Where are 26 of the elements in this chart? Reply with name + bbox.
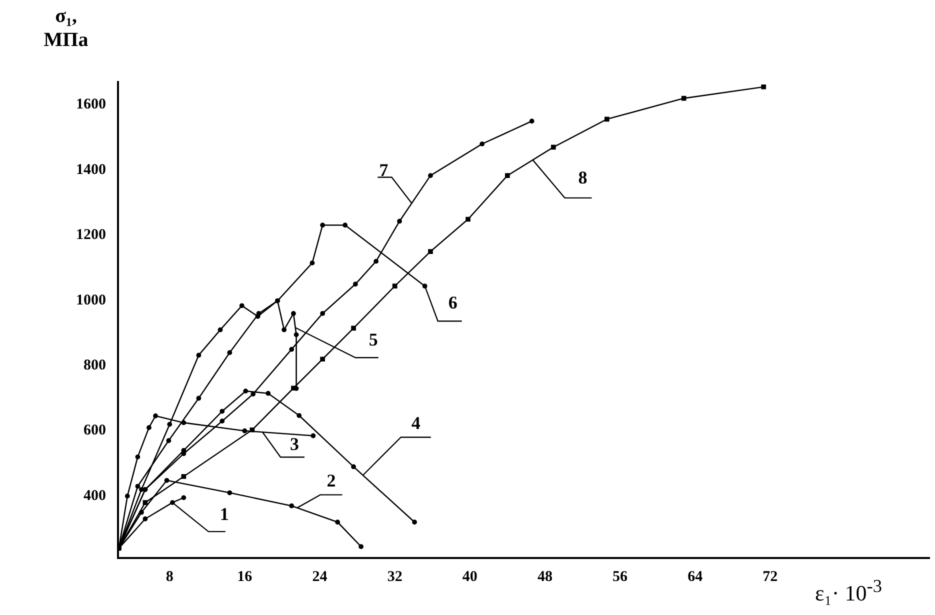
text: 5 [368, 329, 378, 350]
y-tick-label: 1400 [76, 162, 106, 178]
text: 4 [411, 412, 420, 433]
x-tick-label: 48 [537, 568, 552, 585]
series-label: 6 [448, 292, 458, 313]
x-tick-label: 8 [166, 568, 174, 585]
series-label: 3 [290, 434, 300, 454]
y-tick-label: 1200 [76, 227, 106, 244]
x-tick-label: 32 [387, 568, 402, 585]
y-tick-label: 400 [84, 488, 106, 504]
y-axis-title: σ₁, МПа [42, 4, 90, 52]
series-label: 8 [578, 168, 588, 188]
x-tick-label: 64 [688, 568, 704, 585]
y-tick-label: 600 [84, 422, 106, 439]
x-tick-label: 24 [312, 568, 328, 585]
series-label: 2 [326, 470, 336, 490]
x-tick-label: 56 [612, 568, 628, 585]
x-tick-label: 72 [762, 568, 778, 585]
series-label: 7 [379, 160, 388, 180]
y-tick-label: 1000 [76, 292, 106, 308]
y-tick-label: 800 [84, 358, 106, 374]
y-tick-label: 1600 [76, 96, 106, 113]
series-label: 1 [220, 504, 229, 524]
x-tick-label: 40 [462, 568, 478, 585]
x-axis-title: ε₁· 10$^{-3}$ [815, 576, 882, 606]
x-tick-label: 16 [237, 568, 253, 585]
